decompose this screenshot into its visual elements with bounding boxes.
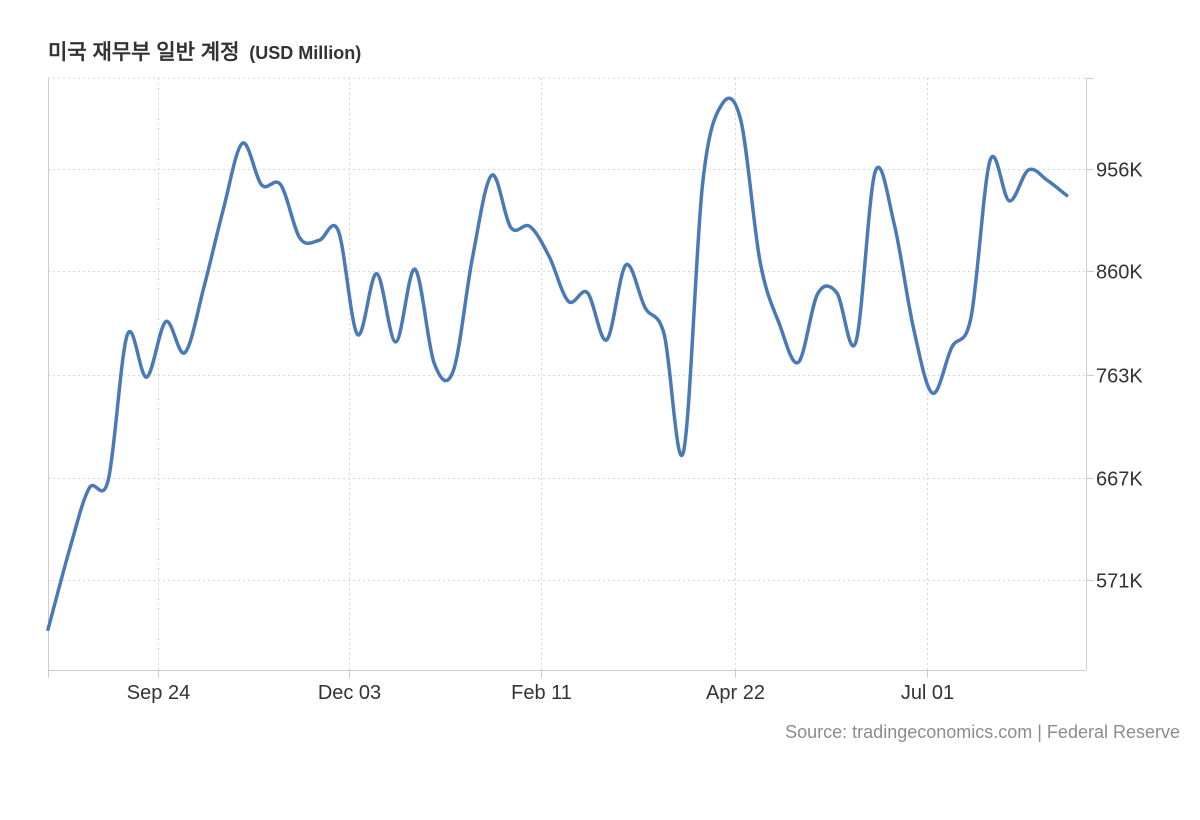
axes: [48, 78, 1094, 678]
x-tick-label-1: Dec 03: [318, 682, 381, 704]
grid: [48, 77, 1086, 670]
series-line-0: [46, 96, 1069, 632]
x-tick-label-0: Sep 24: [127, 682, 190, 704]
chart-unit: (USD Million): [249, 43, 362, 63]
series: [46, 96, 1069, 632]
tick-labels: 571K 667K 763K 860K 956K Sep 24 Dec 03 Feb 11 Ap…: [127, 160, 1144, 705]
y-tick-label-2: 763K: [1096, 366, 1143, 388]
chart-title-text: 미국 재무부 일반 계정: [48, 41, 240, 64]
y-tick-label-1: 667K: [1096, 469, 1143, 491]
y-tick-label-3: 860K: [1096, 262, 1143, 284]
y-tick-label-4: 956K: [1096, 160, 1143, 182]
x-tick-label-3: Apr 22: [706, 682, 765, 704]
chart-title: 미국 재무부 일반 계정 (USD Million): [48, 36, 361, 66]
x-tick-label-2: Feb 11: [511, 682, 572, 704]
source-note: Source: tradingeconomics.com | Federal R…: [785, 722, 1180, 742]
y-tick-label-0: 571K: [1096, 571, 1143, 593]
x-tick-label-4: Jul 01: [901, 682, 954, 704]
line-chart: 571K 667K 763K 860K 956K Sep 24 Dec 03 Feb 11 Ap…: [46, 77, 1144, 705]
